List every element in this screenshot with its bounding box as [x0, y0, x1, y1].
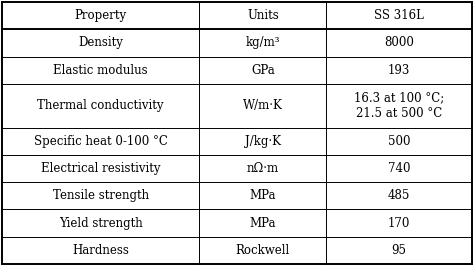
Text: Elastic modulus: Elastic modulus	[54, 64, 148, 77]
Text: Rockwell: Rockwell	[236, 244, 290, 257]
Text: Electrical resistivity: Electrical resistivity	[41, 162, 161, 175]
Text: SS 316L: SS 316L	[374, 9, 424, 22]
Text: 500: 500	[388, 135, 410, 148]
Text: 740: 740	[388, 162, 410, 175]
Text: nΩ·m: nΩ·m	[247, 162, 279, 175]
Text: Specific heat 0-100 °C: Specific heat 0-100 °C	[34, 135, 168, 148]
Text: 485: 485	[388, 189, 410, 202]
Text: J/kg·K: J/kg·K	[245, 135, 281, 148]
Text: Hardness: Hardness	[72, 244, 129, 257]
Text: W/m·K: W/m·K	[243, 99, 283, 112]
Text: Thermal conductivity: Thermal conductivity	[37, 99, 164, 112]
Text: 95: 95	[392, 244, 407, 257]
Text: 16.3 at 100 °C;
21.5 at 500 °C: 16.3 at 100 °C; 21.5 at 500 °C	[354, 91, 444, 120]
Text: MPa: MPa	[250, 189, 276, 202]
Text: Yield strength: Yield strength	[59, 217, 143, 230]
Text: Units: Units	[247, 9, 279, 22]
Text: Density: Density	[78, 36, 123, 49]
Text: GPa: GPa	[251, 64, 275, 77]
Text: MPa: MPa	[250, 217, 276, 230]
Text: Tensile strength: Tensile strength	[53, 189, 149, 202]
Text: 8000: 8000	[384, 36, 414, 49]
Text: kg/m³: kg/m³	[246, 36, 280, 49]
Text: Property: Property	[74, 9, 127, 22]
Text: 193: 193	[388, 64, 410, 77]
Text: 170: 170	[388, 217, 410, 230]
